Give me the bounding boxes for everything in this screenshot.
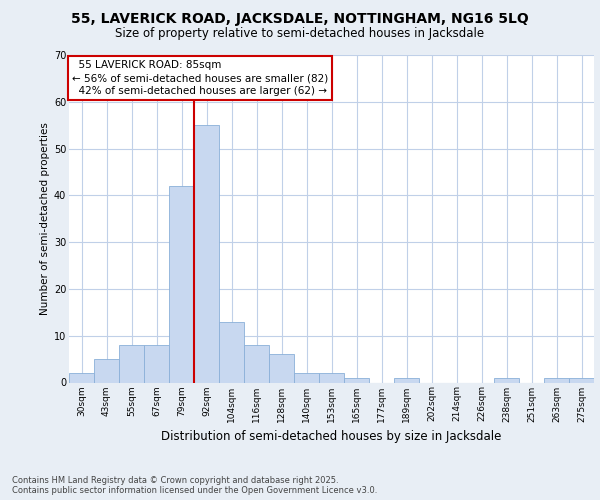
Bar — [294, 373, 319, 382]
Bar — [344, 378, 369, 382]
Text: 55 LAVERICK ROAD: 85sqm
← 56% of semi-detached houses are smaller (82)
  42% of : 55 LAVERICK ROAD: 85sqm ← 56% of semi-de… — [71, 60, 328, 96]
Bar — [244, 345, 269, 383]
Text: Contains HM Land Registry data © Crown copyright and database right 2025.
Contai: Contains HM Land Registry data © Crown c… — [12, 476, 377, 495]
Bar — [219, 322, 244, 382]
Bar — [394, 378, 419, 382]
Bar — [94, 359, 119, 382]
Bar — [194, 125, 219, 382]
Y-axis label: Number of semi-detached properties: Number of semi-detached properties — [40, 122, 50, 315]
Text: Size of property relative to semi-detached houses in Jacksdale: Size of property relative to semi-detach… — [115, 28, 485, 40]
Bar — [319, 373, 344, 382]
Bar — [494, 378, 519, 382]
Bar — [69, 373, 94, 382]
Bar — [569, 378, 594, 382]
Bar — [119, 345, 144, 383]
Bar — [144, 345, 169, 383]
X-axis label: Distribution of semi-detached houses by size in Jacksdale: Distribution of semi-detached houses by … — [161, 430, 502, 443]
Text: 55, LAVERICK ROAD, JACKSDALE, NOTTINGHAM, NG16 5LQ: 55, LAVERICK ROAD, JACKSDALE, NOTTINGHAM… — [71, 12, 529, 26]
Bar — [544, 378, 569, 382]
Bar — [169, 186, 194, 382]
Bar — [269, 354, 294, 382]
